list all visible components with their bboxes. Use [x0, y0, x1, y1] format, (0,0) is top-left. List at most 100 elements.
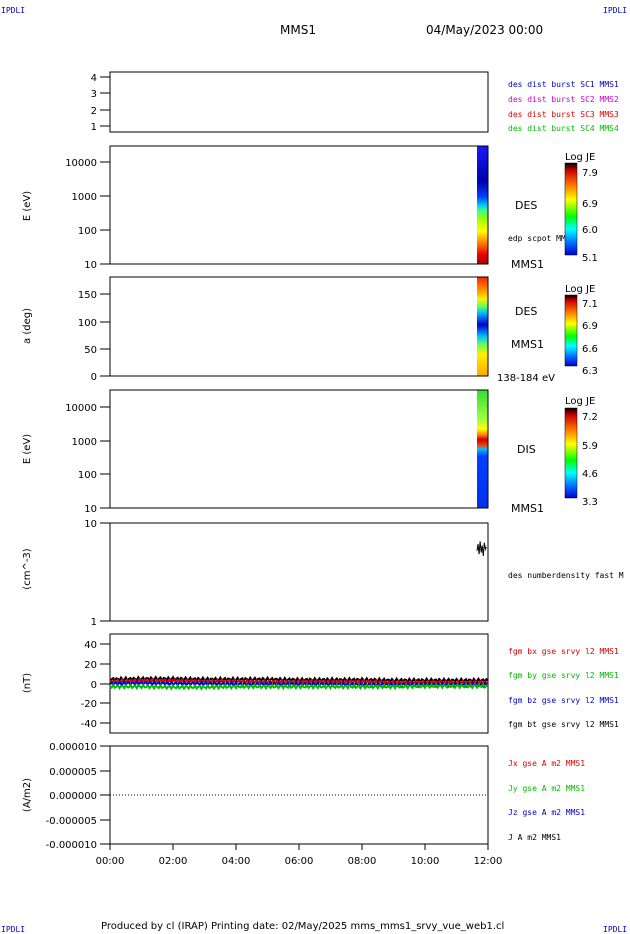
dis-energy-colorbar-tick: 5.9	[582, 441, 598, 452]
magnetic-field-ylabel: (nT)	[22, 673, 33, 693]
dis-energy-colorbar-tick: 4.6	[582, 469, 598, 480]
des-energy-colorbar-tick: 7.9	[582, 168, 598, 179]
current-density-legend-jx: Jx gse A m2 MMS1	[508, 759, 585, 768]
current-density-ytick: -0.000005	[46, 816, 97, 827]
des-energy-ylabel: E (eV)	[22, 191, 33, 221]
magnetic-field-ytick: 40	[84, 640, 97, 651]
burst-ytick: 1	[91, 122, 97, 133]
current-density-ytick: 0.000000	[49, 791, 97, 802]
header-spacecraft: MMS1	[280, 23, 316, 37]
header-date: 04/May/2023 00:00	[426, 23, 543, 37]
density-ytick: 1	[91, 617, 97, 628]
panel-dis-energy: E (eV) 10000 1000 100 10 DIS MMS1 Log JE…	[22, 389, 598, 515]
magnetic-field-legend-bz: fgm bz gse srvy l2 MMS1	[508, 696, 619, 705]
des-energy-scpot-label: edp scpot MMS1	[508, 234, 576, 243]
current-density-ytick: 0.000010	[49, 742, 97, 753]
current-density-legend-jz: Jz gse A m2 MMS1	[508, 808, 585, 817]
dis-energy-ylabel: E (eV)	[22, 434, 33, 464]
dis-energy-ytick: 100	[78, 470, 97, 481]
des-energy-instrument-label: DES	[515, 199, 537, 212]
panel-des-energy-frame	[109, 145, 489, 265]
magnetic-field-legend-bx: fgm bx gse srvy l2 MMS1	[508, 647, 619, 656]
dis-energy-ytick: 10000	[65, 403, 97, 414]
des-pitch-ytick: 100	[78, 318, 97, 329]
density-ylabel: (cm^-3)	[22, 548, 33, 589]
magnetic-field-ytick: 20	[84, 660, 97, 671]
panel-des-energy: E (eV) 10000 1000 100 10 DES edp scpot M…	[22, 145, 598, 271]
corner-mark-bottom-right: IPDLI	[603, 925, 627, 934]
panel-burst-frame	[109, 71, 489, 133]
panel-des-pitch-frame	[109, 276, 489, 377]
corner-mark-top-right: IPDLI	[603, 6, 627, 15]
current-density-ytick: -0.000010	[46, 840, 97, 851]
magnetic-field-series-group	[109, 675, 489, 691]
dis-energy-instrument-label: DIS	[517, 443, 536, 456]
dis-energy-spacecraft-label: MMS1	[511, 502, 544, 515]
des-pitch-colorbar: Log JE 7.1 6.9 6.6 6.3	[564, 284, 598, 377]
burst-ytick: 2	[91, 106, 97, 117]
des-pitch-spectrogram-strip	[477, 277, 488, 376]
des-pitch-ytick: 150	[78, 290, 97, 301]
magnetic-field-legend-by: fgm by gse srvy l2 MMS1	[508, 671, 619, 680]
des-energy-ytick: 10	[84, 260, 97, 271]
des-pitch-colorbar-tick: 6.3	[582, 366, 598, 377]
des-energy-spacecraft-label: MMS1	[511, 258, 544, 271]
panel-current-density: (A/m2) 0.000010 0.000005 0.000000 -0.000…	[22, 742, 585, 867]
dis-energy-colorbar-tick: 3.3	[582, 497, 598, 508]
des-energy-colorbar-tick: 5.1	[582, 253, 598, 264]
magnetic-field-ytick: 0	[91, 680, 97, 691]
panel-burst: 4 3 2 1 des dist burst SC1 MMS1 des dist…	[91, 71, 619, 133]
density-series-line	[476, 541, 487, 557]
des-energy-ytick: 100	[78, 226, 97, 237]
footer-credit: Produced by cl (IRAP) Printing date: 02/…	[101, 921, 504, 932]
dis-energy-ytick: 1000	[72, 437, 97, 448]
panel-dis-energy-frame	[109, 389, 489, 509]
panel-density: (cm^-3) 10 1 des numberdensity fast M	[22, 519, 624, 628]
des-pitch-ytick: 50	[84, 345, 97, 356]
des-energy-colorbar-tick: 6.9	[582, 199, 598, 210]
burst-legend-sc3: des dist burst SC3 MMS3	[508, 110, 619, 119]
current-density-legend-jy: Jy gse A m2 MMS1	[508, 784, 585, 793]
current-density-ytick: 0.000005	[49, 767, 97, 778]
current-density-legend-j: J A m2 MMS1	[508, 833, 561, 842]
des-pitch-colorbar-tick: 6.6	[582, 344, 598, 355]
dis-energy-colorbar-title: Log JE	[565, 396, 595, 407]
magnetic-field-ytick: -40	[81, 719, 97, 730]
des-pitch-spacecraft-label: MMS1	[511, 338, 544, 351]
burst-ytick: 3	[91, 89, 97, 100]
density-ytick: 10	[84, 519, 97, 530]
time-axis-label: 08:00	[348, 856, 377, 867]
burst-ytick: 4	[91, 73, 97, 84]
des-pitch-colorbar-tick: 7.1	[582, 299, 598, 310]
dis-energy-colorbar-tick: 7.2	[582, 412, 598, 423]
des-pitch-ylabel: a (deg)	[22, 308, 33, 344]
magnetic-field-legend-bt: fgm bt gse srvy l2 MMS1	[508, 720, 619, 729]
time-axis: 00:00 02:00 04:00 06:00 08:00 10:00 12:00	[96, 844, 503, 867]
time-axis-label: 12:00	[474, 856, 503, 867]
time-axis-label: 00:00	[96, 856, 125, 867]
panel-density-frame	[109, 522, 489, 622]
des-energy-colorbar-tick: 6.0	[582, 225, 598, 236]
density-legend: des numberdensity fast M	[508, 571, 624, 580]
des-pitch-colorbar-tick: 6.9	[582, 321, 598, 332]
panel-des-pitch: a (deg) 150 100 50 0 DES MMS1 138-184 eV…	[22, 276, 598, 384]
burst-legend-sc2: des dist burst SC2 MMS2	[508, 95, 619, 104]
des-pitch-energy-range: 138-184 eV	[497, 373, 555, 384]
des-pitch-colorbar-title: Log JE	[565, 284, 595, 295]
corner-mark-top-left: IPDLI	[1, 6, 25, 15]
corner-mark-bottom-left: IPDLI	[1, 925, 25, 934]
des-energy-ytick: 1000	[72, 192, 97, 203]
magnetic-field-ytick: -20	[81, 699, 97, 710]
panel-magnetic-field: (nT) 40 20 0 -20 -40 fgm bx gse srvy l2 …	[22, 633, 619, 734]
time-axis-label: 04:00	[222, 856, 251, 867]
des-pitch-instrument-label: DES	[515, 305, 537, 318]
des-energy-colorbar-title: Log JE	[565, 152, 595, 163]
burst-legend-sc1: des dist burst SC1 MMS1	[508, 80, 619, 89]
des-energy-colorbar: Log JE 7.9 6.9 6.0 5.1	[564, 152, 598, 264]
current-density-ylabel: (A/m2)	[22, 778, 33, 812]
des-energy-ytick: 10000	[65, 158, 97, 169]
dis-energy-colorbar: Log JE 7.2 5.9 4.6 3.3	[564, 396, 598, 508]
time-axis-label: 06:00	[285, 856, 314, 867]
des-pitch-ytick: 0	[91, 372, 97, 383]
